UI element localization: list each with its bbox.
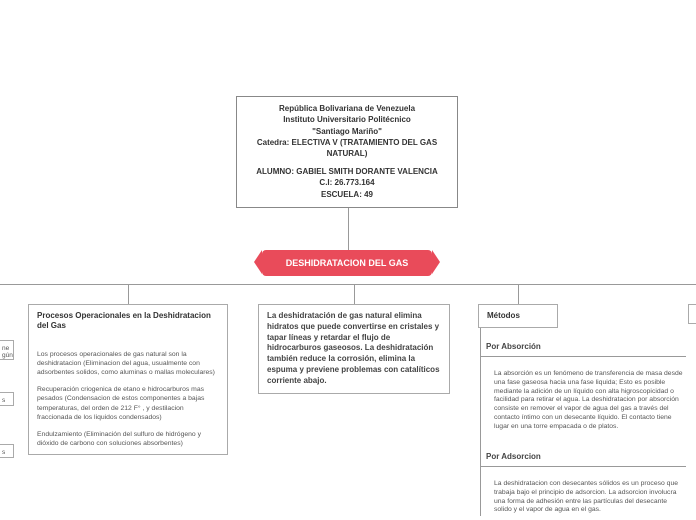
branch-title: Procesos Operacionales en la Deshidratac… xyxy=(37,311,219,332)
branch-metodos: Métodos xyxy=(478,304,558,328)
header-line: ESCUELA: 49 xyxy=(245,190,449,200)
connector xyxy=(354,284,355,304)
header-line: República Bolivariana de Venezuela xyxy=(245,104,449,114)
horizontal-connector xyxy=(0,284,696,285)
partial-left-box: s xyxy=(0,392,14,406)
connector xyxy=(480,326,481,516)
branch-title: Métodos xyxy=(487,311,549,321)
sub-absorcion-text: La absorción es un fenómeno de transfere… xyxy=(494,370,686,432)
partial-left-box: ne gún xyxy=(0,340,14,360)
sub-adsorcion-title: Por Adsorcion xyxy=(486,452,541,461)
branch-text: Endulzamiento (Eliminación del sulfuro d… xyxy=(37,430,219,448)
branch-definicion: La deshidratación de gas natural elimina… xyxy=(258,304,450,394)
branch-text: Los procesos operacionales de gas natura… xyxy=(37,350,219,378)
header-line: ALUMNO: GABIEL SMITH DORANTE VALENCIA xyxy=(245,167,449,177)
sub-absorcion-title: Por Absorción xyxy=(486,342,541,351)
header-info-box: República Bolivariana de Venezuela Insti… xyxy=(236,96,458,208)
main-title-node: DESHIDRATACION DEL GAS xyxy=(262,250,432,276)
sub-adsorcion-text: La deshidratacion con desecantes sólidos… xyxy=(494,480,686,515)
partial-left-box: s xyxy=(0,444,14,458)
connector xyxy=(518,284,519,304)
branch-text: La deshidratación de gas natural elimina… xyxy=(267,311,441,387)
header-line: C.I: 26.773.164 xyxy=(245,178,449,188)
partial-text: gún xyxy=(2,352,11,359)
connector xyxy=(480,466,686,467)
partial-text: ne xyxy=(2,345,11,352)
partial-text: s xyxy=(2,449,11,456)
header-line: "Santiago Mariño" xyxy=(245,127,449,137)
connector xyxy=(480,356,686,357)
main-title-text: DESHIDRATACION DEL GAS xyxy=(286,258,409,268)
branch-partial-right xyxy=(688,304,696,324)
branch-procesos: Procesos Operacionales en la Deshidratac… xyxy=(28,304,228,455)
header-line: Catedra: ELECTIVA V (TRATAMIENTO DEL GAS… xyxy=(245,138,449,159)
partial-text: s xyxy=(2,397,11,404)
connector xyxy=(128,284,129,304)
header-line: Instituto Universitario Politécnico xyxy=(245,115,449,125)
branch-text: Recuperación criogenica de etano e hidro… xyxy=(37,385,219,422)
